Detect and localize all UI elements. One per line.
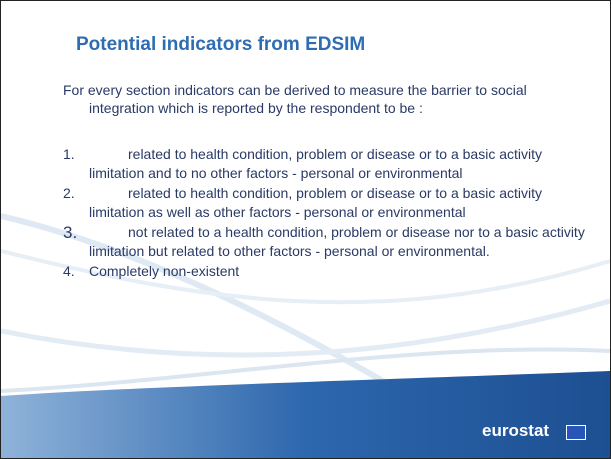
item-number: 3.	[63, 223, 77, 242]
item-number: 4.	[63, 262, 75, 281]
list-item: 1.related to health condition, problem o…	[63, 145, 591, 183]
logo-text: eurostat	[482, 421, 549, 441]
slide: Potential indicators from EDSIM For ever…	[0, 0, 611, 459]
item-text: related to health condition, problem or …	[63, 145, 591, 183]
list-item: 3.not related to a health condition, pro…	[63, 223, 591, 261]
item-number: 2.	[63, 184, 75, 203]
item-text: related to health condition, problem or …	[63, 184, 591, 222]
indicator-list: 1.related to health condition, problem o…	[63, 145, 591, 282]
item-number: 1.	[63, 145, 75, 164]
list-item: 4.Completely non-existent	[63, 262, 591, 281]
eu-flag	[566, 425, 586, 440]
slide-title: Potential indicators from EDSIM	[76, 34, 365, 56]
list-item: 2.related to health condition, problem o…	[63, 184, 591, 222]
item-text: Completely non-existent	[63, 262, 591, 281]
intro-text: For every section indicators can be deri…	[63, 81, 583, 117]
item-text: not related to a health condition, probl…	[63, 223, 591, 261]
